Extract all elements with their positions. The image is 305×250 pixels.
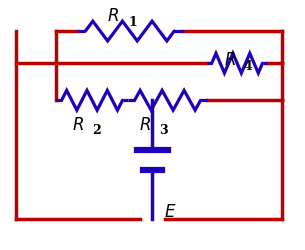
Text: 4: 4	[243, 60, 252, 73]
Text: 2: 2	[92, 124, 101, 137]
Text: $E$: $E$	[164, 204, 177, 221]
Text: 3: 3	[159, 124, 167, 137]
Text: $R$: $R$	[139, 116, 151, 134]
Text: 1: 1	[128, 16, 137, 29]
Text: $R$: $R$	[107, 8, 119, 25]
Text: $R$: $R$	[224, 52, 235, 69]
Text: $R$: $R$	[73, 116, 84, 134]
